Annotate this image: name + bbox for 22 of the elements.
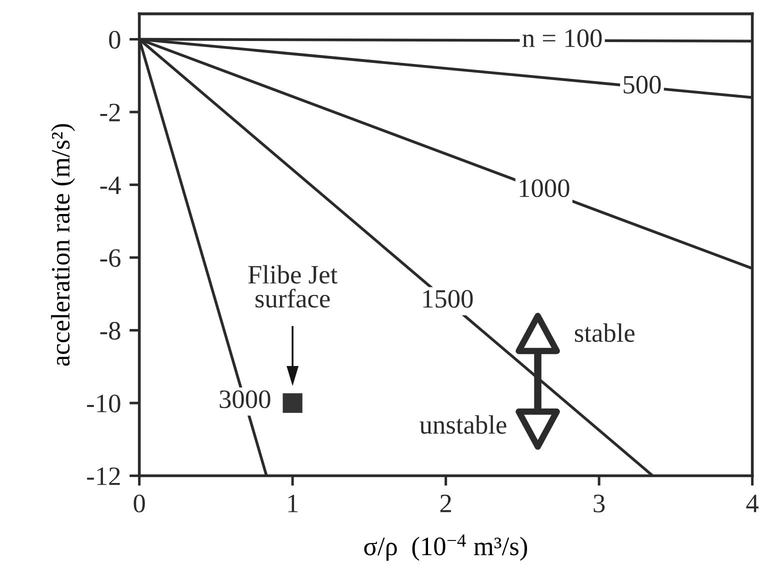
- series-label: n = 100: [522, 29, 602, 48]
- y-axis-title: acceleration rate (m/s²): [51, 124, 75, 366]
- y-tick-label: -10: [87, 394, 120, 412]
- annotation: unstable: [420, 415, 506, 434]
- x-tick-label: 1: [288, 494, 298, 512]
- series-label: 1500: [423, 290, 473, 308]
- y-tick-label: -2: [100, 104, 120, 122]
- annotation: Flibe Jet surface: [248, 265, 338, 308]
- x-tick-label: 0: [134, 494, 145, 512]
- series-label: 500: [624, 76, 661, 94]
- y-tick-label: -6: [100, 249, 120, 267]
- y-tick-label: 0: [109, 30, 120, 49]
- x-tick-label: 4: [746, 494, 759, 512]
- x-tick-label: 3: [594, 494, 605, 512]
- x-axis-title: σ/ρ (10$^{−4}$ m³/s): [364, 534, 528, 561]
- y-tick-label: -4: [100, 176, 121, 194]
- series-label: 3000: [220, 390, 270, 408]
- x-tick-label: 2: [440, 494, 451, 512]
- series-label: 1000: [520, 179, 570, 198]
- annotation: stable: [574, 323, 635, 342]
- y-tick-label: -12: [87, 467, 120, 485]
- y-tick-label: -8: [100, 322, 120, 340]
